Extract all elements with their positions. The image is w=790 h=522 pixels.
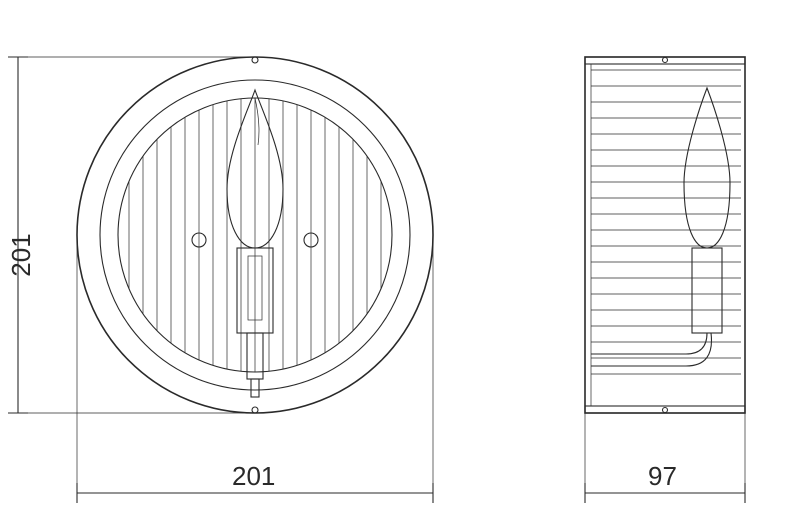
height-label: 201 [6,233,36,276]
side-elevation [585,57,745,413]
dimension-lines [8,57,745,503]
depth-label: 97 [648,461,677,491]
width-label: 201 [232,461,275,491]
technical-drawing: 201 201 97 [0,0,790,522]
front-elevation [77,57,433,413]
dimension-labels: 201 201 97 [6,233,677,491]
